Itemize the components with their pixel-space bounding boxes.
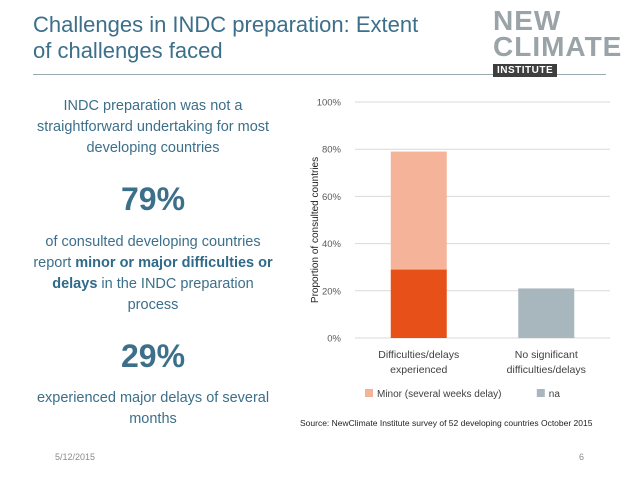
y-tick-label: 60% xyxy=(322,192,342,203)
stat1-text-a: of consulted developing countries report xyxy=(33,234,261,271)
y-tick-label: 40% xyxy=(322,239,342,250)
stat-79-percent: 79% xyxy=(120,181,186,217)
y-tick-label: 100% xyxy=(317,98,342,109)
footer-date: 5/12/2015 xyxy=(55,452,96,462)
y-tick-label: 0% xyxy=(327,334,341,345)
intro-text: INDC preparation was not a straightforwa… xyxy=(36,98,270,156)
slide-title-line1: Challenges in INDC preparation: Extent xyxy=(33,12,419,37)
bar-segment xyxy=(518,288,575,338)
slide-title: Challenges in INDC preparation: Extent o… xyxy=(33,12,488,64)
x-category-label: Difficulties/delays xyxy=(378,349,459,361)
legend-swatch xyxy=(536,389,545,397)
y-tick-label: 20% xyxy=(322,286,342,297)
chart-source: Source: NewClimate Institute survey of 5… xyxy=(300,418,593,428)
logo-line2: CLIMATE xyxy=(493,31,623,62)
newclimate-logo: NEW CLIMATE INSTITUTE xyxy=(493,5,623,77)
x-category-label: difficulties/delays xyxy=(507,364,586,376)
stacked-bar-chart: 0% 20% 40% 60% 80% 100% Proportion of consulte… xyxy=(310,98,610,400)
legend-swatch xyxy=(365,389,373,397)
logo-institute: INSTITUTE xyxy=(493,64,558,77)
y-axis-label: Proportion of consulted countries xyxy=(310,157,321,303)
stat1-description: of consulted developing countries report… xyxy=(33,232,273,316)
x-category-label: No significant xyxy=(515,349,578,361)
bar-segment xyxy=(390,151,447,270)
x-category-label: experienced xyxy=(390,364,447,376)
y-tick-label: 80% xyxy=(322,145,342,156)
legend-label: na xyxy=(549,389,561,400)
slide-title-line2: of challenges faced xyxy=(33,38,223,63)
title-divider xyxy=(33,74,606,75)
legend-label: Minor (several weeks delay) xyxy=(377,389,502,400)
stat1-text-bold: minor or major difficulties or delays xyxy=(52,255,273,292)
logo-line1: NEW xyxy=(493,5,562,36)
stat-29-percent: 29% xyxy=(120,338,186,374)
stat2-description: experienced major delays of several mont… xyxy=(36,390,270,427)
bar-segment xyxy=(390,269,447,338)
footer-page-number: 6 xyxy=(579,452,585,462)
stat1-text-b: in the INDC preparation process xyxy=(97,276,254,313)
